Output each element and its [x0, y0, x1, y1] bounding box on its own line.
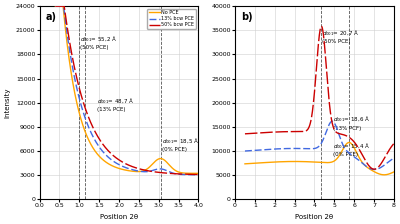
Text: b): b): [241, 12, 253, 22]
Text: $d_{001}$= 48,7 Å
(13% PCE): $d_{001}$= 48,7 Å (13% PCE): [97, 96, 134, 112]
X-axis label: Position 2θ: Position 2θ: [100, 214, 138, 220]
Y-axis label: Intensity: Intensity: [4, 87, 10, 118]
Text: $d_{001}$= 55,2 Å
(50% PCE): $d_{001}$= 55,2 Å (50% PCE): [80, 34, 117, 50]
Text: $d_{001}$= 18,6 Å
(13% PCF): $d_{001}$= 18,6 Å (13% PCF): [333, 115, 370, 131]
Text: $d_{001}$= 20,7 Å
(50% PCE): $d_{001}$= 20,7 Å (50% PCE): [322, 28, 360, 44]
Text: a): a): [46, 12, 57, 22]
Text: $d_{001}$= 15,4 Å
(0% PCE): $d_{001}$= 15,4 Å (0% PCE): [333, 141, 370, 157]
Text: $d_{001}$= 18,5 Å
(0% PCE): $d_{001}$= 18,5 Å (0% PCE): [162, 136, 199, 152]
X-axis label: Position 2θ: Position 2θ: [296, 214, 334, 220]
Legend: No PCE, 13% bcw PCE, 50% bcw PCE: No PCE, 13% bcw PCE, 50% bcw PCE: [147, 9, 196, 29]
